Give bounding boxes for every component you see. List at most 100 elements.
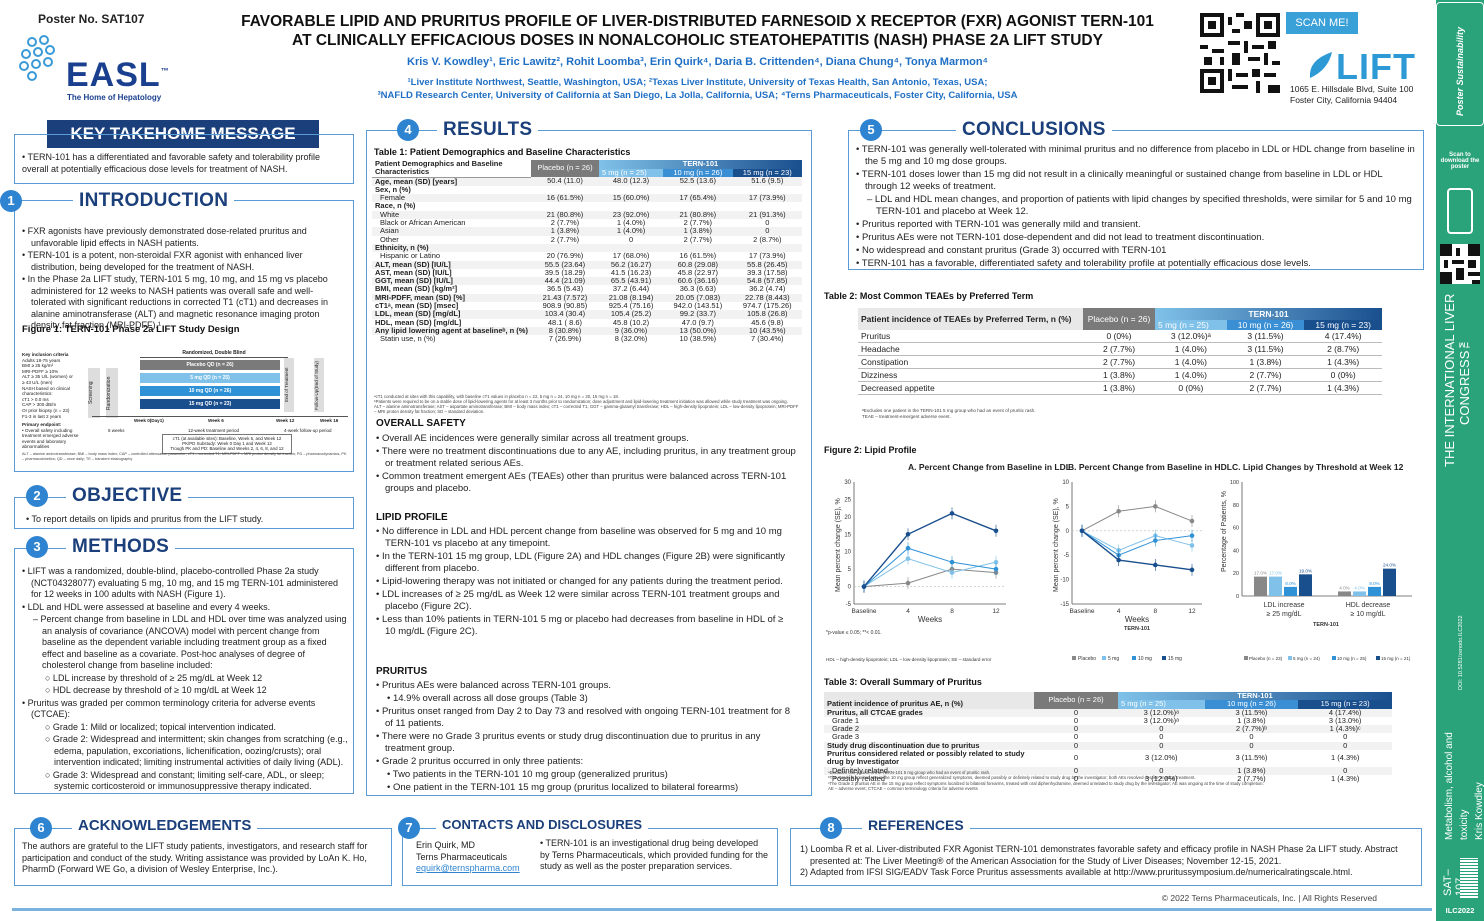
study-design-figure: Key inclusion criteria Adults 18-75 years… [22, 350, 348, 461]
y-tick-label: 10 [844, 550, 851, 556]
lift-logo-icon [1306, 50, 1334, 80]
table1-row: ALT, mean (SD) [IU/L] 55.5 (23.64) 56.2 (1… [372, 260, 802, 269]
bar-15 [1383, 568, 1396, 596]
pvalue-note: *p-value ≤ 0.05; **< 0.01. [826, 630, 882, 636]
references-section [790, 828, 1422, 886]
bar-value-label: 17.0% [1254, 571, 1267, 576]
x-tick-label: 8 [1154, 608, 1158, 615]
data-point [1153, 504, 1158, 509]
address: 1065 E. Hillsdale Blvd, Suite 100 Foster … [1290, 84, 1414, 105]
phone-icon [1447, 188, 1473, 234]
table3-title: Table 3: Overall Summary of Pruritus [824, 677, 982, 687]
legend-label: Placebo [1078, 656, 1096, 662]
legend-label: 10 mg (n = 25) [1337, 656, 1367, 661]
series-line-10mg [1081, 530, 1193, 556]
methods-title: METHODS [66, 536, 176, 558]
lift-logo-text: LIFT [1336, 46, 1416, 87]
y-tick-label: -5 [1064, 553, 1070, 559]
y-tick-label: -15 [1060, 602, 1069, 608]
y-tick-label: 0 [848, 585, 852, 591]
data-point [1079, 528, 1085, 534]
bar-value-label: 24.0% [1383, 563, 1396, 568]
reference-1: 1) Loomba R et al. Liver-distributed FXR… [800, 844, 1398, 866]
x-tick-label: 12 [992, 608, 1000, 615]
easl-logo-text: EASL™ [66, 56, 170, 94]
table1-row: Ethnicity, n (%) [372, 243, 802, 253]
legend-swatch [1132, 656, 1136, 660]
easl-logo-icon [18, 32, 64, 84]
y-tick-label: -10 [1060, 578, 1069, 584]
x-axis-label: Weeks [1125, 615, 1149, 624]
y-tick-label: 0 [1236, 594, 1239, 600]
disclosures-text: • TERN-101 is an investigational drug be… [540, 838, 768, 871]
references-title: REFERENCES [862, 817, 970, 833]
table1-demographics: Patient Demographics and Baseline Charac… [372, 159, 802, 344]
qr-code-icon[interactable] [1200, 13, 1280, 93]
legend-swatch [1332, 656, 1336, 660]
bar-5 [1269, 576, 1282, 596]
table1-row: Black or African American 2 (7.7%) 1 (4.0%… [380, 218, 770, 228]
table1-row: GGT, mean (SD) [IU/L] 44.4 (21.09) 65.5 (4… [372, 276, 802, 286]
conclusions-text: • TERN-101 was generally well-tolerated … [856, 144, 1415, 269]
legend-label: 5 mg (n = 24) [1293, 656, 1320, 661]
data-point [1189, 518, 1195, 524]
y-tick-label: 5 [848, 567, 852, 573]
lipid-profile-title: LIPID PROFILE [376, 512, 448, 523]
data-point [1189, 533, 1195, 538]
legend-label: 15 mg (n = 21) [1381, 656, 1411, 661]
figure2-title: Figure 2: Lipid Profile [824, 445, 917, 455]
conclusions-title: CONCLUSIONS [956, 119, 1112, 141]
contact-email-link[interactable]: equirk@ternspharma.com [416, 863, 520, 873]
data-point [1189, 567, 1195, 573]
table1-row: BMI, mean (SD) [kg/m²] 36.5 (5.43) 37.2 (6… [375, 284, 786, 294]
table2-row: Decreased appetite 1 (3.8%) 0 (0%) 2 (7.7%)… [858, 382, 1382, 395]
series-line-10mg [863, 547, 997, 587]
y-axis-label: Percentage of Patients, % [1221, 491, 1228, 572]
section-number-2: 2 [26, 485, 48, 507]
category-label: LDL increase [1264, 602, 1305, 609]
table3-footnote: ᵃExcludes one patient in the TERN-101 5 … [828, 770, 1264, 791]
series-line-5mg [1081, 530, 1193, 551]
tern-label: TERN-101 [1124, 626, 1150, 632]
y-tick-label: 25 [844, 497, 851, 503]
pruritus-title: PRURITUS [376, 666, 428, 677]
conclusions-section [848, 130, 1424, 270]
arm-placebo: Placebo QD (n = 26) [140, 360, 280, 370]
x-tick-label: 4 [1117, 608, 1121, 615]
data-point [949, 570, 955, 575]
overall-safety-text: • Overall AE incidences were generally s… [376, 433, 796, 494]
sidebar-qr-icon[interactable] [1440, 244, 1480, 284]
table3-row: Pruritus considered related or possibly … [827, 749, 1360, 767]
bar-value-label: 8.0% [1369, 581, 1379, 586]
legend-swatch [1288, 656, 1292, 660]
data-point [861, 584, 867, 589]
y-axis-label: Mean percent change (SE), % [1053, 498, 1060, 592]
section-number-8: 8 [820, 817, 842, 839]
x-tick-label: 4 [906, 608, 910, 615]
table3-row: Definitely related 0 0 1 (3.8%) 0 [824, 766, 1392, 775]
bar-value-label: 4.0% [1354, 585, 1364, 590]
copyright: © 2022 Terns Pharmaceuticals, Inc. | All… [1161, 893, 1377, 903]
data-point [905, 545, 911, 551]
table1-row: AST, mean (SD) [IU/L] 39.5 (18.29) 41.5 (1… [375, 267, 788, 277]
tern-label: TERN-101 [1313, 622, 1339, 628]
data-point [1189, 543, 1195, 548]
data-point [905, 580, 911, 586]
legend-swatch [1072, 656, 1076, 660]
bar-value-label: 19.0% [1299, 568, 1312, 573]
table1-row: Female 16 (61.5%) 15 (60.0%) 17 (65.4%) 17 (… [372, 193, 802, 203]
table2-row: Dizziness 1 (3.8%) 1 (4.0%) 2 (7.7%) 0 (0%) [858, 369, 1382, 382]
legend-label: 5 mg [1108, 656, 1119, 662]
y-tick-label: 0 [1066, 529, 1070, 535]
congress-sidebar [1436, 0, 1484, 921]
results-title: RESULTS [437, 119, 539, 141]
table3-row: Possibly related 0 3 (12.0%) 2 (7.7%) 1 (4.3… [832, 773, 1360, 783]
data-point [949, 511, 955, 516]
section-number-6: 6 [30, 817, 52, 839]
y-tick-label: 5 [1066, 504, 1070, 510]
acknowledgements-title: ACKNOWLEDGEMENTS [72, 817, 258, 834]
table3-row: Study drug discontinuation due to prurit… [824, 741, 1392, 751]
objective-text: • To report details on lipids and prurit… [26, 514, 264, 524]
